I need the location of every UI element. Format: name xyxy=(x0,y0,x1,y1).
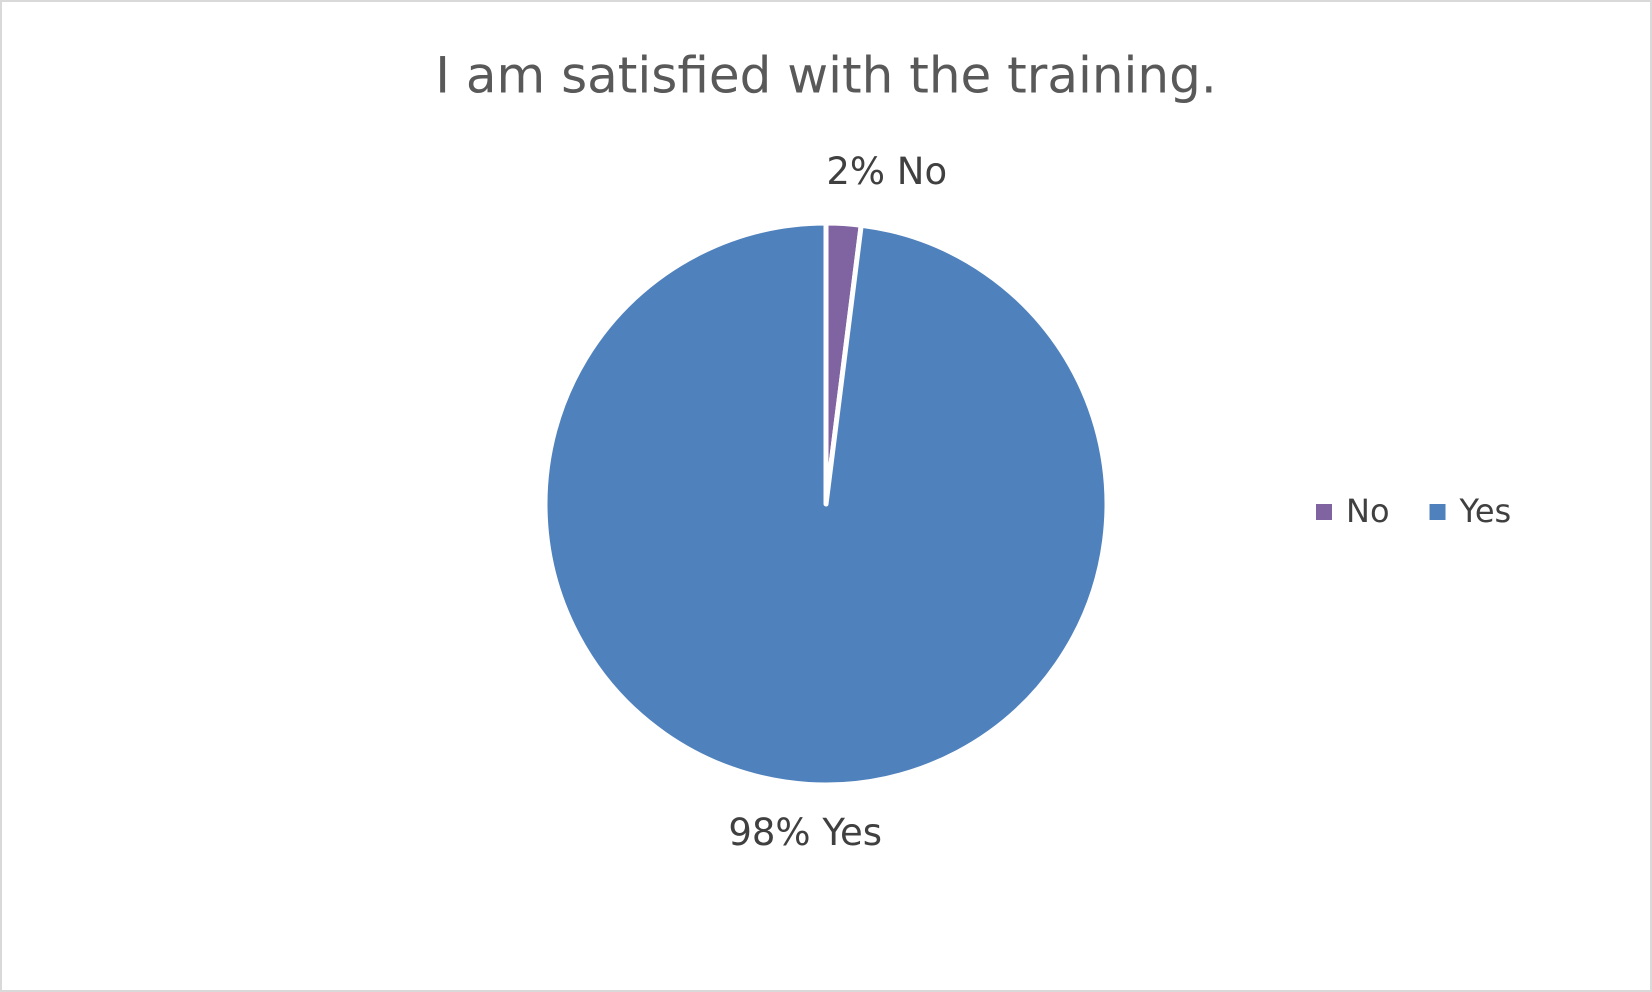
data-label: 2% No xyxy=(826,150,947,193)
chart-title: I am satisfied with the training. xyxy=(435,47,1217,105)
pie-slice xyxy=(542,220,1110,788)
legend-swatch xyxy=(1429,504,1446,520)
legend-swatch xyxy=(1316,504,1332,520)
legend-label: Yes xyxy=(1459,492,1512,530)
data-label: 98% Yes xyxy=(728,811,882,854)
legend-label: No xyxy=(1346,492,1390,530)
